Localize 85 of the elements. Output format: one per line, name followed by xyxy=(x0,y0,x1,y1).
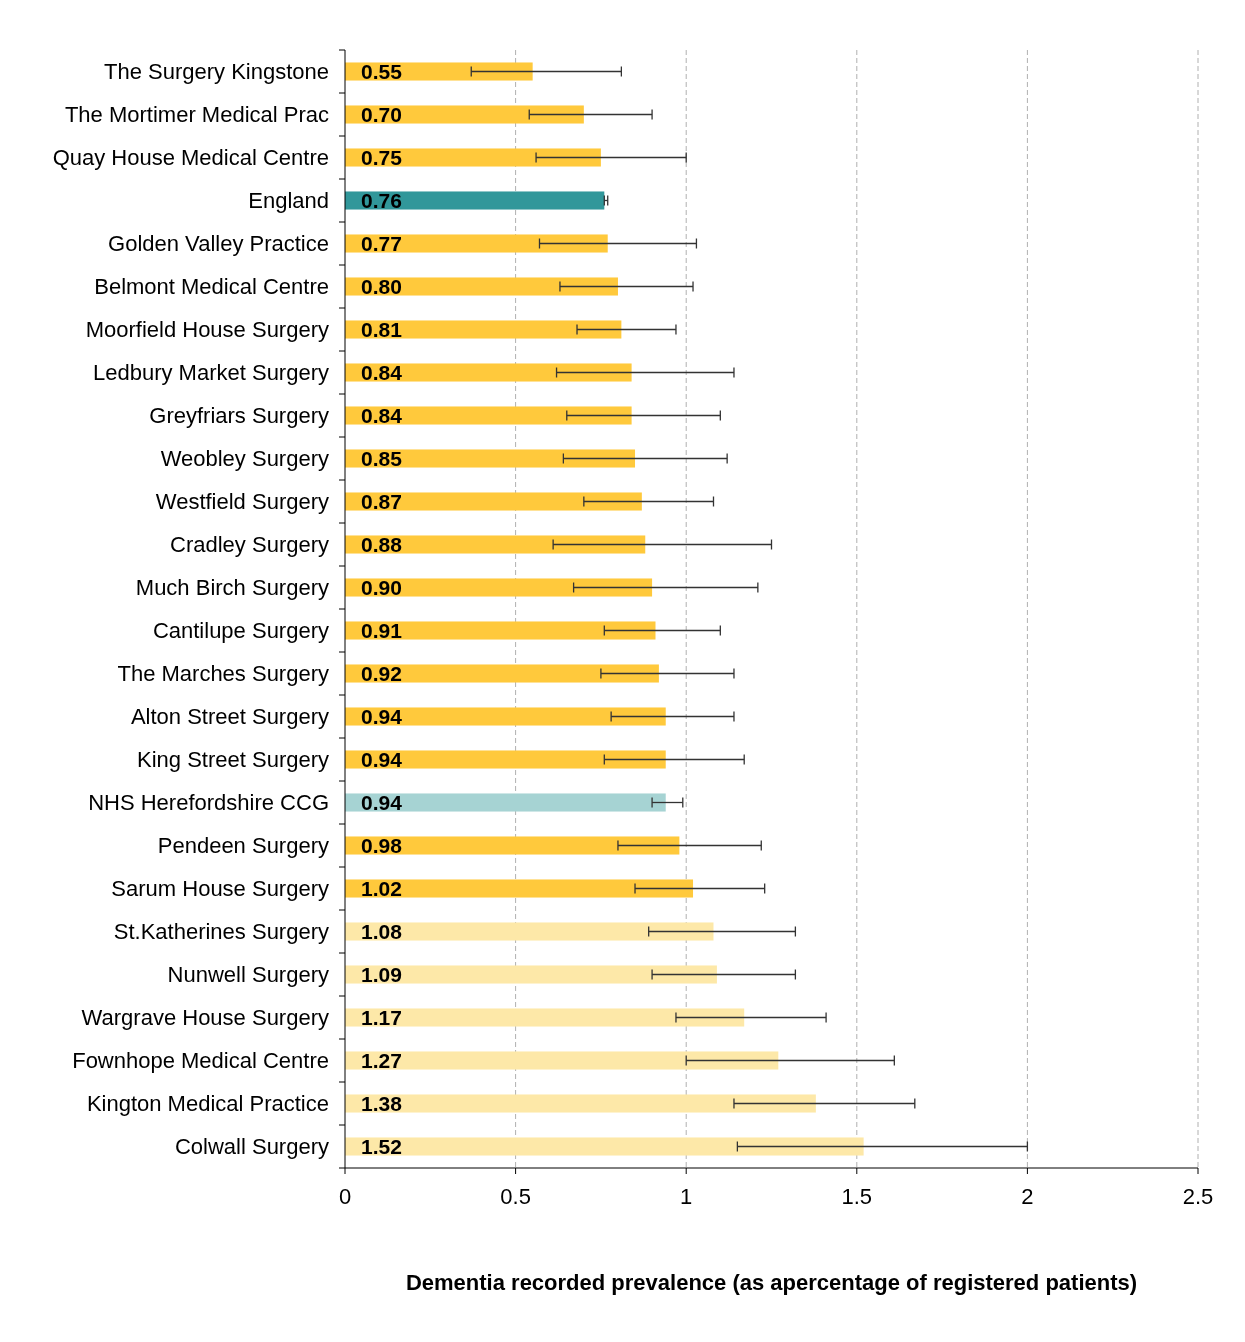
bar xyxy=(345,62,533,81)
data-label: 1.52 xyxy=(361,1135,402,1159)
data-label: 0.84 xyxy=(361,361,403,385)
y-tick-label: Weobley Surgery xyxy=(160,446,329,472)
bar xyxy=(345,363,632,382)
y-tick-label: Golden Valley Practice xyxy=(108,231,329,257)
y-tick-label: The Marches Surgery xyxy=(117,661,329,687)
y-tick-label: The Mortimer Medical Prac xyxy=(64,102,329,128)
bar xyxy=(345,492,642,511)
y-tick-label: The Surgery Kingstone xyxy=(103,59,329,85)
bar xyxy=(345,1008,745,1027)
y-tick-label: Belmont Medical Centre xyxy=(94,274,329,300)
data-label: 1.02 xyxy=(361,877,402,901)
bar xyxy=(345,1094,816,1113)
y-tick-label: England xyxy=(248,188,329,214)
y-tick-label: Fownhope Medical Centre xyxy=(72,1048,329,1074)
y-tick-label: Greyfriars Surgery xyxy=(149,403,329,429)
bar xyxy=(345,836,680,855)
bar xyxy=(345,879,694,898)
data-label: 0.90 xyxy=(361,576,402,600)
data-label: 0.76 xyxy=(361,189,402,213)
bar xyxy=(345,621,656,640)
y-tick-label: Kington Medical Practice xyxy=(86,1091,329,1117)
data-label: 0.55 xyxy=(361,60,403,84)
y-tick-label: Sarum House Surgery xyxy=(111,876,329,902)
data-label: 1.27 xyxy=(361,1049,402,1073)
data-label: 0.87 xyxy=(361,490,402,514)
y-tick-label: Much Birch Surgery xyxy=(135,575,329,601)
data-label: 0.92 xyxy=(361,662,402,686)
bar xyxy=(345,1051,779,1070)
x-tick-label: 2.5 xyxy=(1182,1184,1214,1209)
data-label: 1.08 xyxy=(361,920,403,944)
x-tick-label: 0.5 xyxy=(500,1184,531,1209)
x-tick-label: 1.5 xyxy=(841,1184,873,1209)
data-label: 0.91 xyxy=(361,619,403,643)
y-tick-label: Ledbury Market Surgery xyxy=(93,360,329,386)
bar xyxy=(345,105,584,124)
bar xyxy=(345,449,636,468)
x-tick-label: 0 xyxy=(338,1184,352,1209)
bar xyxy=(345,664,659,683)
x-tick-label: 1 xyxy=(680,1184,693,1209)
x-axis-title: Dementia recorded prevalence (as apercentage of registered patients) xyxy=(405,1270,1138,1295)
y-tick-label: Nunwell Surgery xyxy=(167,962,329,988)
bar xyxy=(345,922,714,941)
y-tick-label: Pendeen Surgery xyxy=(157,833,329,859)
bar xyxy=(345,406,632,425)
y-tick-label: Wargrave House Surgery xyxy=(81,1005,329,1031)
bar xyxy=(345,578,653,597)
data-label: 1.38 xyxy=(361,1092,403,1116)
data-label: 0.98 xyxy=(361,834,403,858)
y-tick-label: Cradley Surgery xyxy=(170,532,329,558)
y-tick-label: Alton Street Surgery xyxy=(130,704,329,730)
data-label: 1.09 xyxy=(361,963,402,987)
x-tick-label: 2 xyxy=(1021,1184,1034,1209)
data-label: 0.80 xyxy=(361,275,402,299)
data-label: 0.77 xyxy=(361,232,402,256)
y-tick-label: King Street Surgery xyxy=(137,747,329,773)
bar xyxy=(345,535,646,554)
data-label: 1.17 xyxy=(361,1006,402,1030)
data-label: 0.94 xyxy=(361,748,403,772)
y-tick-label: St.Katherines Surgery xyxy=(113,919,329,945)
bar xyxy=(345,750,666,769)
bar xyxy=(345,320,622,339)
data-label: 0.85 xyxy=(361,447,403,471)
y-tick-label: Moorfield House Surgery xyxy=(85,317,329,343)
data-label: 0.84 xyxy=(361,404,403,428)
data-label: 0.94 xyxy=(361,705,403,729)
bar xyxy=(345,191,605,210)
data-label: 0.75 xyxy=(361,146,403,170)
bar xyxy=(345,148,601,167)
bar xyxy=(345,234,608,253)
y-tick-label: Colwall Surgery xyxy=(174,1134,329,1160)
y-tick-label: NHS Herefordshire CCG xyxy=(88,790,329,816)
data-label: 0.70 xyxy=(361,103,402,127)
data-label: 0.81 xyxy=(361,318,403,342)
y-tick-label: Quay House Medical Centre xyxy=(52,145,329,171)
y-tick-label: Westfield Surgery xyxy=(155,489,329,515)
bar xyxy=(345,965,717,984)
bar xyxy=(345,793,666,812)
bar xyxy=(345,1137,864,1156)
y-tick-label: Cantilupe Surgery xyxy=(152,618,329,644)
data-label: 0.88 xyxy=(361,533,403,557)
bar xyxy=(345,707,666,726)
bar xyxy=(345,277,618,296)
data-label: 0.94 xyxy=(361,791,403,815)
